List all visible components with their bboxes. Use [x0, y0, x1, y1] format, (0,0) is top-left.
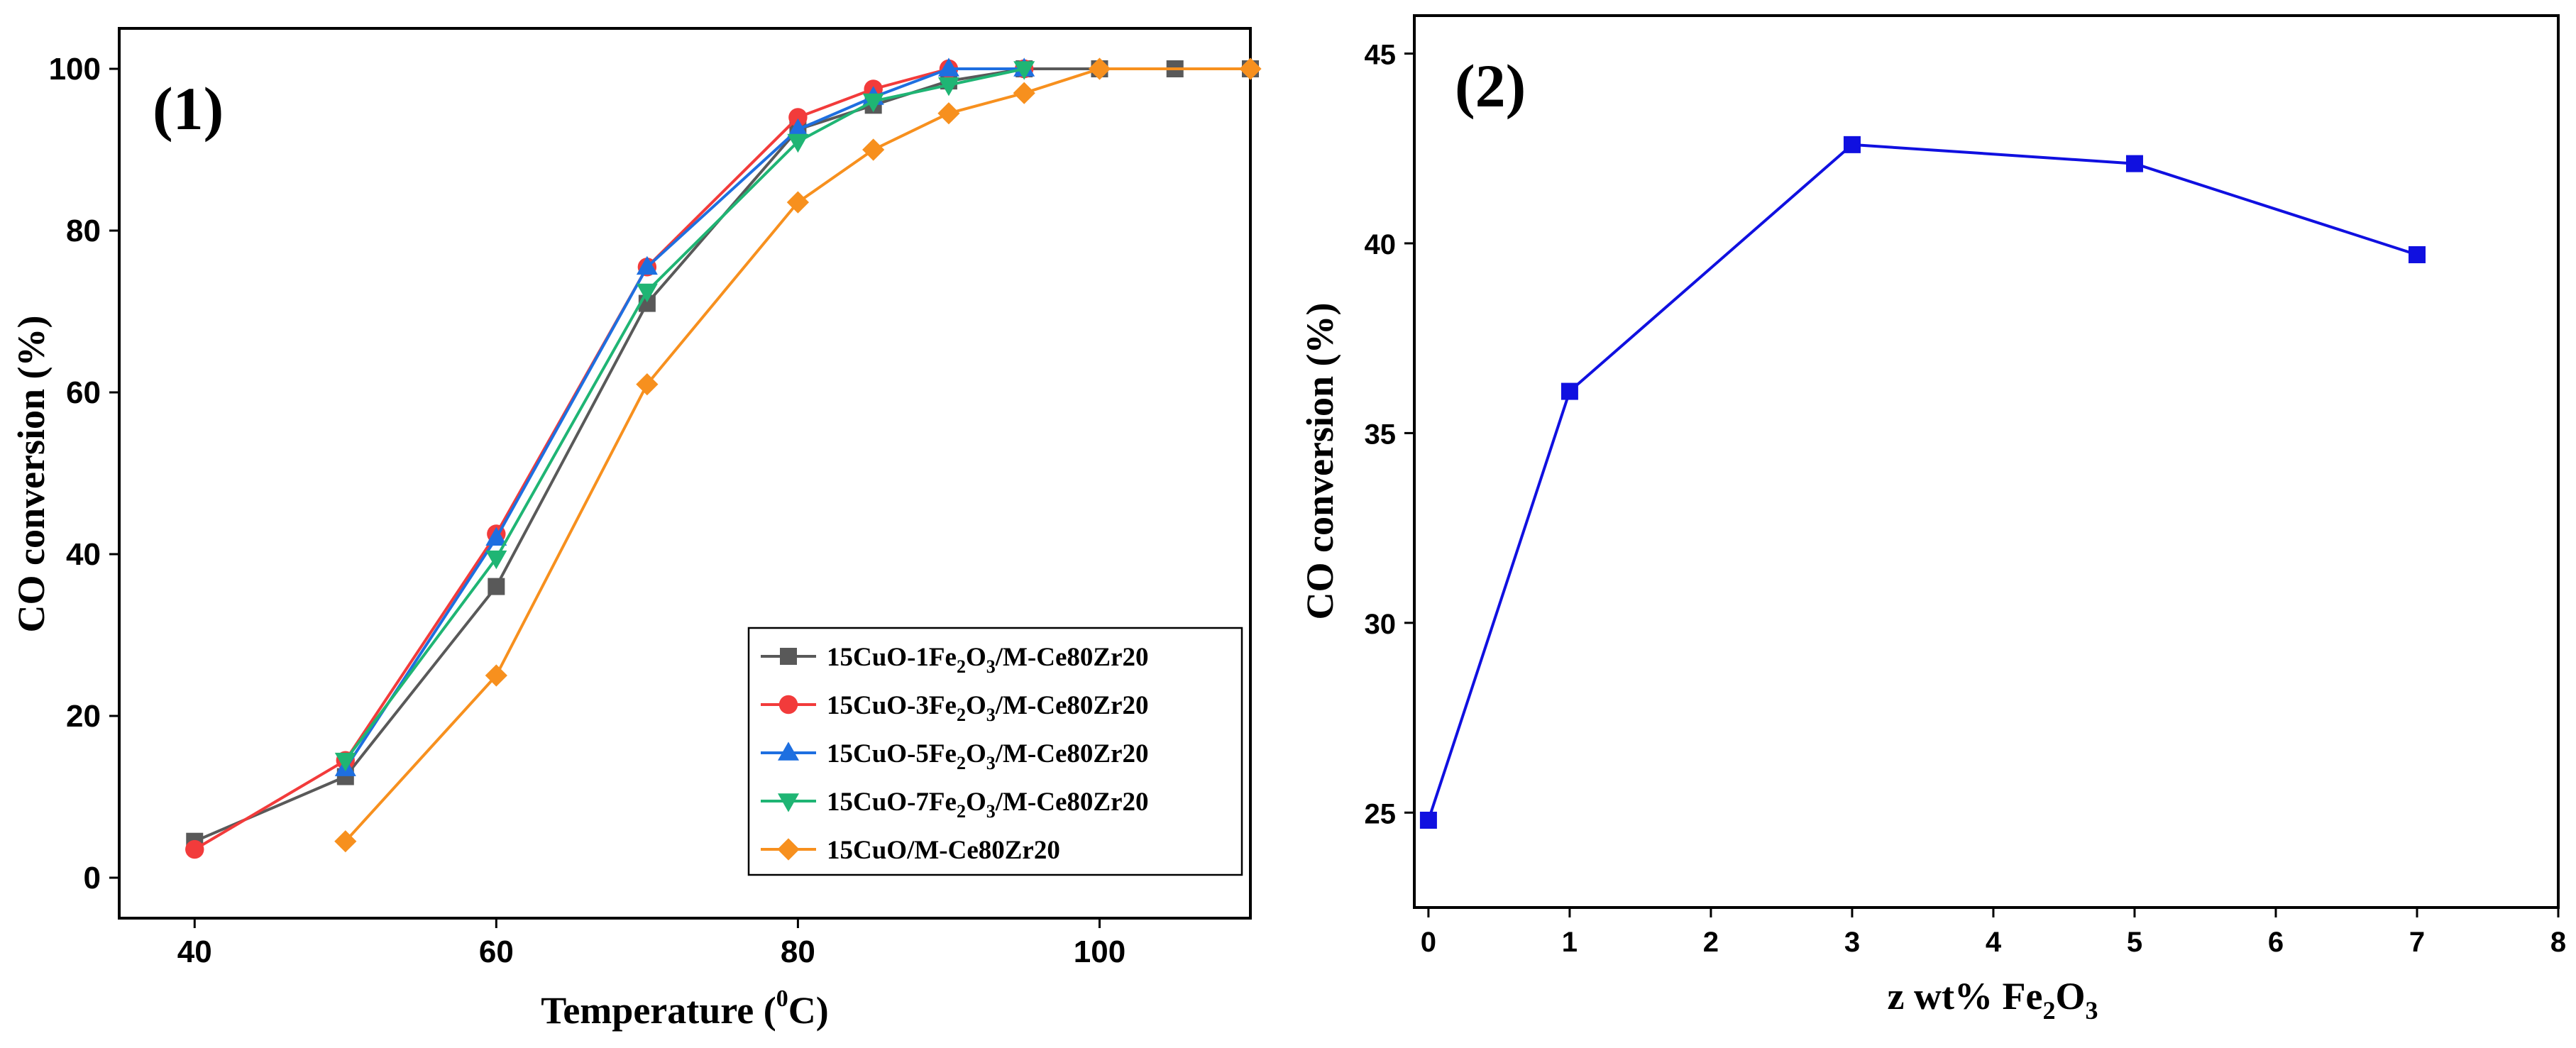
panel1-x-axis-title: Temperature (0C) — [541, 986, 828, 1032]
legend-label: 15CuO-1Fe2O3/M-Ce80Zr20 — [827, 643, 1149, 677]
data-point — [1419, 811, 1437, 829]
x-tick-label: 100 — [1074, 934, 1125, 969]
y-tick-label: 25 — [1365, 798, 1397, 829]
data-point — [1843, 136, 1861, 153]
x-tick-label: 0 — [1421, 927, 1436, 958]
legend-marker — [778, 741, 799, 761]
data-point — [636, 255, 658, 275]
y-tick-label: 40 — [66, 537, 101, 572]
data-point — [937, 77, 959, 96]
series-line — [1427, 143, 2418, 821]
data-point — [1013, 61, 1035, 80]
data-point — [786, 191, 809, 214]
legend-item: 15CuO/M-Ce80Zr20 — [761, 836, 1060, 865]
x-tick-label: 1 — [1562, 927, 1578, 958]
x-tick-label: 3 — [1844, 927, 1860, 958]
legend-label: 15CuO-5Fe2O3/M-Ce80Zr20 — [827, 739, 1149, 773]
data-point — [185, 839, 204, 859]
data-point — [636, 373, 659, 396]
y-tick-label: 35 — [1365, 419, 1397, 450]
y-tick-label: 80 — [66, 214, 101, 248]
panel1-label: (1) — [153, 75, 224, 143]
data-point — [1013, 82, 1035, 104]
data-point — [788, 108, 808, 127]
legend-marker — [777, 838, 800, 861]
data-point — [334, 830, 357, 853]
data-point — [2125, 155, 2143, 172]
x-tick-label: 6 — [2268, 927, 2284, 958]
legend-marker — [778, 793, 799, 812]
data-point — [2408, 246, 2426, 263]
legend-item: 15CuO-1Fe2O3/M-Ce80Zr20 — [761, 643, 1149, 677]
x-tick-label: 5 — [2127, 927, 2142, 958]
panel2-label: (2) — [1455, 52, 1526, 120]
y-tick-label: 30 — [1365, 609, 1397, 640]
legend-marker — [778, 695, 798, 715]
x-tick-label: 8 — [2550, 927, 2566, 958]
data-point — [488, 578, 505, 595]
data-point — [937, 102, 960, 125]
x-tick-label: 4 — [1986, 927, 2002, 958]
legend-label: 15CuO-7Fe2O3/M-Ce80Zr20 — [827, 788, 1149, 822]
legend-marker — [780, 648, 797, 665]
panel2-x-axis-title: z wt% Fe2O3 — [1888, 975, 2098, 1025]
y-tick-label: 40 — [1365, 229, 1397, 260]
panel1-y-axis-title: CO conversion (%) — [10, 316, 53, 633]
data-point — [334, 752, 356, 772]
panel1-plot-frame — [118, 27, 1252, 920]
legend-box — [747, 627, 1243, 876]
series-4 — [334, 61, 1035, 772]
chart-panel-1: 40 60 80 100 0 20 40 60 80 100 (1) Temperature (0… — [10, 27, 1262, 1032]
data-point — [485, 550, 507, 570]
y-tick-label: 45 — [1365, 39, 1397, 70]
panel2-y-axis-title: CO conversion (%) — [1299, 303, 1341, 620]
legend-label: 15CuO-3Fe2O3/M-Ce80Zr20 — [827, 691, 1149, 725]
panel2-plot-frame — [1413, 14, 2560, 909]
x-tick-label: 40 — [177, 934, 212, 969]
panel1-legend: 15CuO-1Fe2O3/M-Ce80Zr20 15CuO-3Fe2O3/M-Ce… — [747, 627, 1243, 876]
data-point — [787, 118, 809, 138]
y-tick-label: 0 — [84, 861, 101, 895]
legend-label: 15CuO/M-Ce80Zr20 — [827, 836, 1060, 865]
x-tick-label: 60 — [479, 934, 514, 969]
data-point — [1561, 382, 1578, 400]
x-tick-label: 80 — [781, 934, 815, 969]
data-point — [1088, 57, 1111, 80]
data-point — [862, 93, 884, 113]
data-point — [485, 664, 507, 687]
legend-item: 15CuO-3Fe2O3/M-Ce80Zr20 — [761, 691, 1149, 725]
data-point — [636, 283, 658, 303]
y-tick-label: 100 — [49, 52, 101, 87]
y-tick-label: 60 — [66, 375, 101, 410]
data-point — [1239, 57, 1262, 80]
legend-item: 15CuO-7Fe2O3/M-Ce80Zr20 — [761, 788, 1149, 822]
legend-item: 15CuO-5Fe2O3/M-Ce80Zr20 — [761, 739, 1149, 773]
data-point — [787, 133, 809, 153]
data-point — [862, 138, 885, 161]
series-1 — [1419, 136, 2426, 829]
data-point — [485, 526, 507, 546]
x-tick-label: 7 — [2409, 927, 2425, 958]
series-5 — [334, 57, 1262, 853]
data-point — [937, 57, 959, 77]
x-tick-label: 2 — [1703, 927, 1719, 958]
y-tick-label: 20 — [66, 699, 101, 734]
